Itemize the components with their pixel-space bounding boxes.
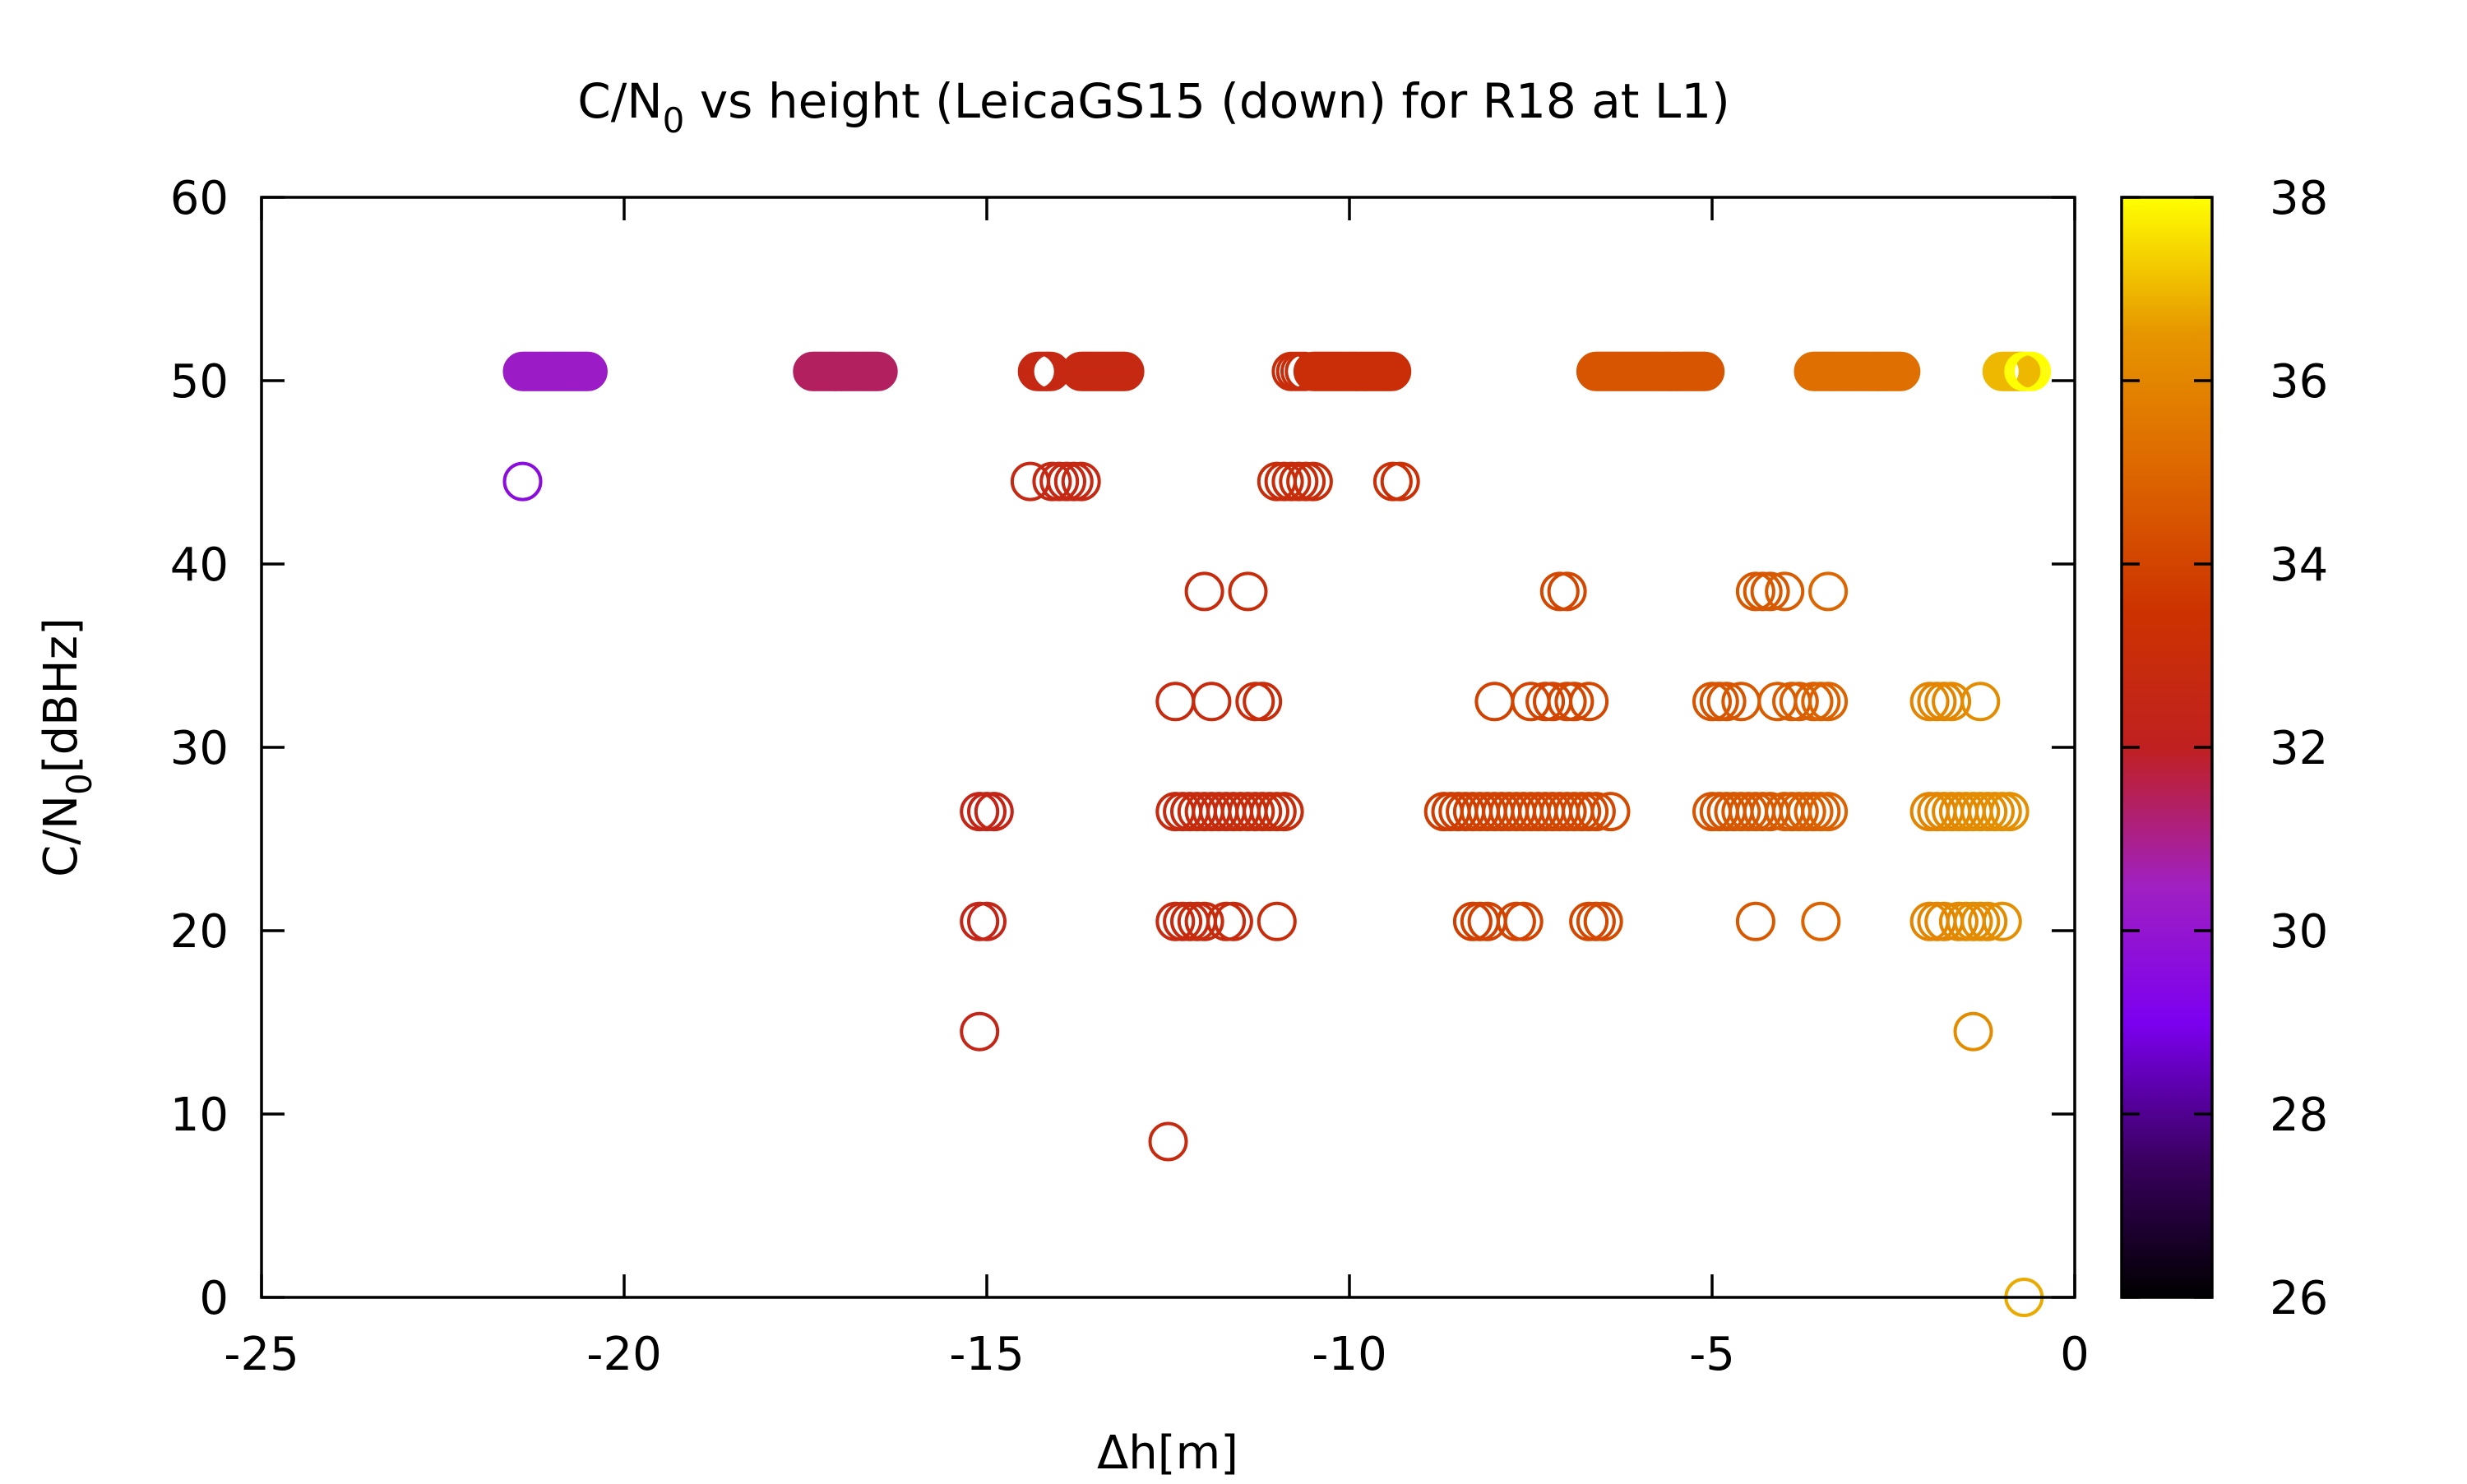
data-point	[1104, 351, 1145, 391]
data-point	[1372, 351, 1412, 391]
data-point	[1583, 901, 1623, 941]
data-point	[1808, 792, 1849, 832]
data-point	[1539, 571, 1580, 612]
data-point	[1953, 1011, 1993, 1052]
data-point	[967, 901, 1007, 941]
data-point	[1750, 571, 1790, 612]
colorbar-axis: 26 28 30 32 34 36 38	[2122, 172, 2328, 1325]
data-point	[1765, 571, 1805, 612]
data-point	[1808, 682, 1849, 722]
data-point	[1706, 682, 1747, 722]
y-axis-label: C/N0[dBHz]	[35, 617, 100, 877]
data-point	[858, 351, 898, 391]
data-point	[1243, 682, 1283, 722]
data-point	[1801, 682, 1841, 722]
data-point	[1881, 351, 1921, 391]
points-layer	[502, 351, 2052, 1317]
y-tick-label: 20	[170, 905, 229, 959]
data-point	[1547, 571, 1587, 612]
data-point	[1010, 461, 1050, 502]
data-point	[1743, 571, 1783, 612]
data-point	[1932, 682, 1972, 722]
data-point	[974, 792, 1014, 832]
colorbar-tick-label: 32	[2270, 722, 2328, 775]
data-point	[1968, 901, 2008, 941]
data-point	[1982, 901, 2022, 941]
data-point	[1293, 461, 1333, 502]
data-point	[1380, 461, 1420, 502]
x-tick-label: -20	[586, 1328, 661, 1381]
x-tick-label: -5	[1689, 1328, 1735, 1381]
data-point	[1960, 682, 2001, 722]
data-point	[1228, 571, 1268, 612]
data-point	[1576, 901, 1616, 941]
y-axis: 0 10 20 30 40 50 60	[170, 172, 2075, 1325]
data-point	[1989, 792, 2030, 832]
data-point	[1235, 682, 1275, 722]
data-point	[960, 901, 1000, 941]
data-point	[1808, 571, 1849, 612]
data-point	[1061, 461, 1101, 502]
data-point	[1590, 792, 1631, 832]
data-point	[1779, 682, 1819, 722]
data-point	[1264, 792, 1304, 832]
data-point	[1685, 351, 1725, 391]
data-point	[960, 1011, 1000, 1052]
data-point	[1213, 901, 1253, 941]
data-point	[1460, 901, 1500, 941]
y-tick-label: 60	[170, 172, 229, 225]
colorbar-tick-label: 36	[2270, 355, 2328, 409]
data-point	[2011, 351, 2052, 391]
data-point	[1184, 901, 1224, 941]
colorbar-tick-label: 34	[2270, 539, 2328, 592]
colorbar-tick-label: 28	[2270, 1089, 2328, 1142]
data-point	[1148, 1121, 1188, 1162]
data-point	[502, 461, 543, 502]
x-tick-label: -15	[949, 1328, 1024, 1381]
data-point	[1257, 901, 1297, 941]
y-tick-label: 30	[170, 722, 229, 775]
data-point	[1917, 901, 1957, 941]
data-point	[967, 792, 1007, 832]
data-point	[1801, 901, 1841, 941]
data-point	[1569, 682, 1609, 722]
colorbar-tick-label: 30	[2270, 905, 2328, 959]
data-point	[1735, 901, 1775, 941]
data-point	[1496, 901, 1536, 941]
x-tick-label: -25	[224, 1328, 299, 1381]
x-tick-label: -10	[1312, 1328, 1386, 1381]
data-point	[1503, 901, 1544, 941]
data-point	[1372, 461, 1413, 502]
data-point	[1206, 901, 1247, 941]
colorbar-tick-label: 38	[2270, 172, 2328, 225]
chart-title: C/N0 vs height (LeicaGS15 (down) for R18…	[577, 73, 1730, 141]
data-point	[1474, 682, 1515, 722]
data-point	[1155, 682, 1196, 722]
data-point	[1699, 682, 1739, 722]
data-point	[1554, 682, 1595, 722]
x-axis-label: Δh[m]	[1097, 1426, 1238, 1480]
y-tick-label: 0	[199, 1272, 229, 1325]
x-tick-label: 0	[2060, 1328, 2090, 1381]
data-point	[1192, 682, 1232, 722]
data-point	[1576, 792, 1616, 832]
x-axis: -25 -20 -15 -10 -5 0	[224, 197, 2090, 1381]
data-point	[567, 351, 608, 391]
y-tick-label: 40	[170, 539, 229, 592]
colorbar-tick-label: 26	[2270, 1272, 2328, 1325]
y-tick-label: 10	[170, 1089, 229, 1142]
data-point	[1184, 571, 1224, 612]
y-tick-label: 50	[170, 355, 229, 409]
